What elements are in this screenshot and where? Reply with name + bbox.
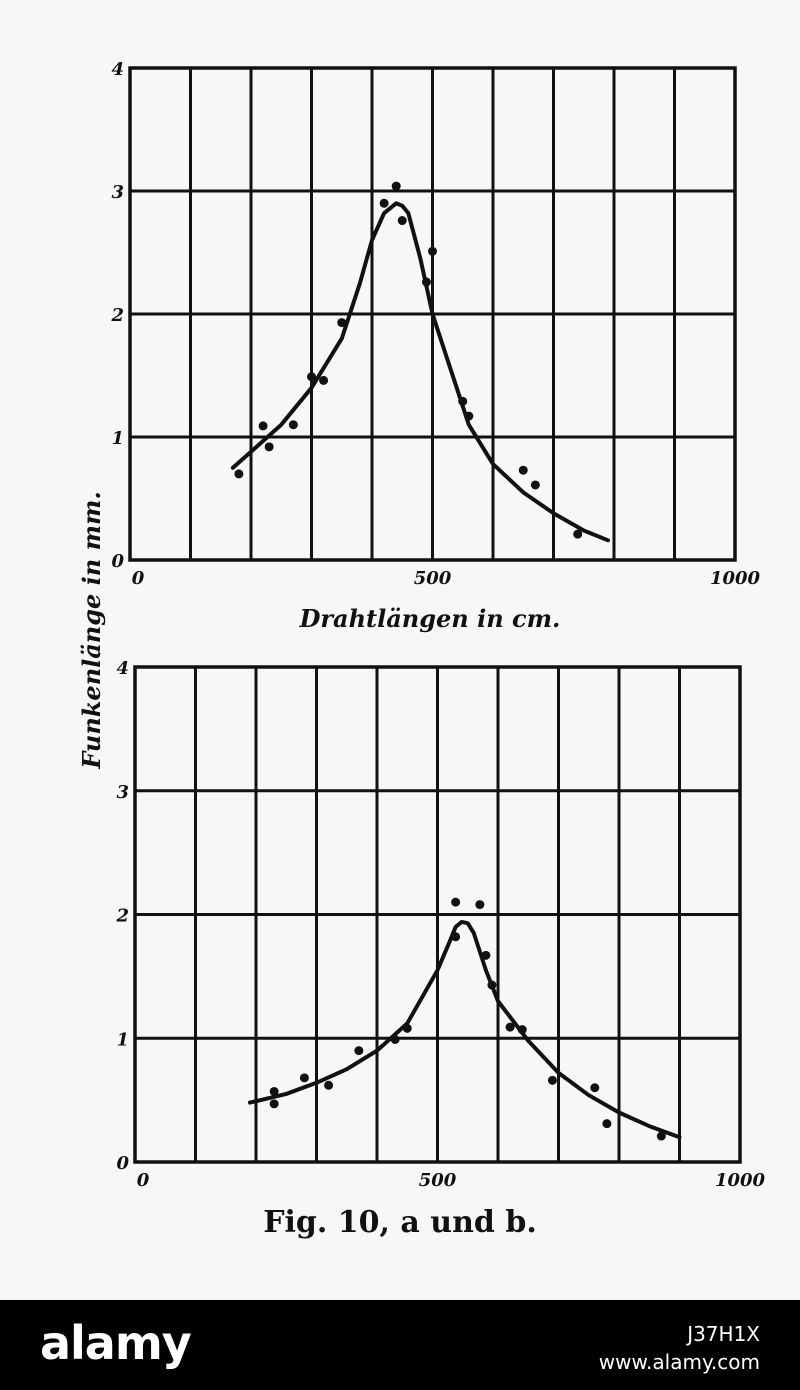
data-point-a — [234, 469, 244, 479]
fitted-curve-a — [230, 201, 610, 543]
fitted-curve-b — [247, 919, 682, 1140]
data-point-a — [464, 411, 474, 421]
y-tick-label-b: 1 — [116, 1029, 129, 1050]
figure-caption: Fig. 10, a und b. — [263, 1205, 537, 1240]
data-point-b — [487, 980, 497, 990]
x-tick-label-a: 500 — [414, 568, 452, 589]
data-point-a — [428, 246, 437, 256]
x-tick-label-a: 0 — [132, 568, 145, 589]
x-axis-label: Drahtlängen in cm. — [299, 604, 561, 633]
data-point-a — [518, 465, 528, 475]
data-point-b — [324, 1080, 334, 1090]
data-point-b — [451, 897, 461, 907]
data-point-b — [547, 1075, 557, 1085]
y-tick-label-a: 0 — [111, 551, 124, 572]
y-tick-label-b: 4 — [116, 658, 129, 679]
y-tick-label-a: 2 — [110, 305, 124, 326]
plot-frame-b — [133, 665, 742, 1164]
data-point-b — [299, 1073, 309, 1083]
data-point-b — [269, 1099, 279, 1109]
data-point-a — [307, 372, 316, 382]
y-tick-label-a: 4 — [111, 59, 124, 80]
data-point-a — [391, 181, 401, 191]
data-point-a — [397, 216, 407, 226]
data-point-b — [402, 1023, 412, 1033]
data-point-b — [269, 1086, 279, 1096]
data-point-a — [264, 442, 274, 452]
x-tick-label-b: 0 — [137, 1170, 150, 1191]
data-point-b — [481, 950, 491, 960]
y-axis-label: Funkenlänge in mm. — [77, 491, 106, 769]
data-point-a — [337, 318, 347, 328]
data-point-a — [379, 198, 389, 208]
data-point-b — [590, 1083, 600, 1093]
plot-frame-a — [128, 66, 737, 562]
data-point-b — [475, 900, 485, 910]
data-point-b — [602, 1119, 612, 1129]
figure-svg: 0 1 2 3 4 0 500 1000 Drahtlängen in cm. 0 1 2 3 4 0 500… — [77, 59, 766, 1191]
data-point-a — [458, 396, 468, 406]
data-point-b — [451, 932, 461, 942]
watermark-image-id: J37H1X — [687, 1322, 760, 1346]
y-tick-label-a: 3 — [111, 182, 124, 203]
y-tick-label-b: 2 — [115, 906, 129, 927]
data-point-b — [354, 1046, 364, 1056]
watermark-site: www.alamy.com — [598, 1350, 760, 1374]
data-point-a — [573, 529, 583, 539]
data-point-a — [421, 277, 431, 287]
data-point-a — [319, 375, 329, 385]
figure-page: 0 1 2 3 4 0 500 1000 Drahtlängen in cm. 0 1 2 3 4 0 500… — [77, 59, 766, 1240]
x-tick-label-a: 1000 — [710, 568, 761, 589]
y-tick-label-b: 3 — [116, 782, 129, 803]
data-point-a — [530, 480, 540, 490]
data-point-b — [390, 1034, 400, 1044]
watermark-footer: alamy J37H1X www.alamy.com — [0, 1300, 800, 1390]
data-point-a — [258, 421, 268, 431]
data-point-b — [505, 1022, 515, 1032]
y-tick-label-b: 0 — [116, 1153, 129, 1174]
x-tick-label-b: 500 — [419, 1170, 457, 1191]
data-point-b — [517, 1025, 527, 1035]
y-tick-label-a: 1 — [111, 428, 124, 449]
data-point-a — [288, 420, 298, 430]
data-point-b — [656, 1131, 666, 1141]
watermark-logo: alamy — [40, 1316, 192, 1370]
x-tick-label-b: 1000 — [715, 1170, 766, 1191]
